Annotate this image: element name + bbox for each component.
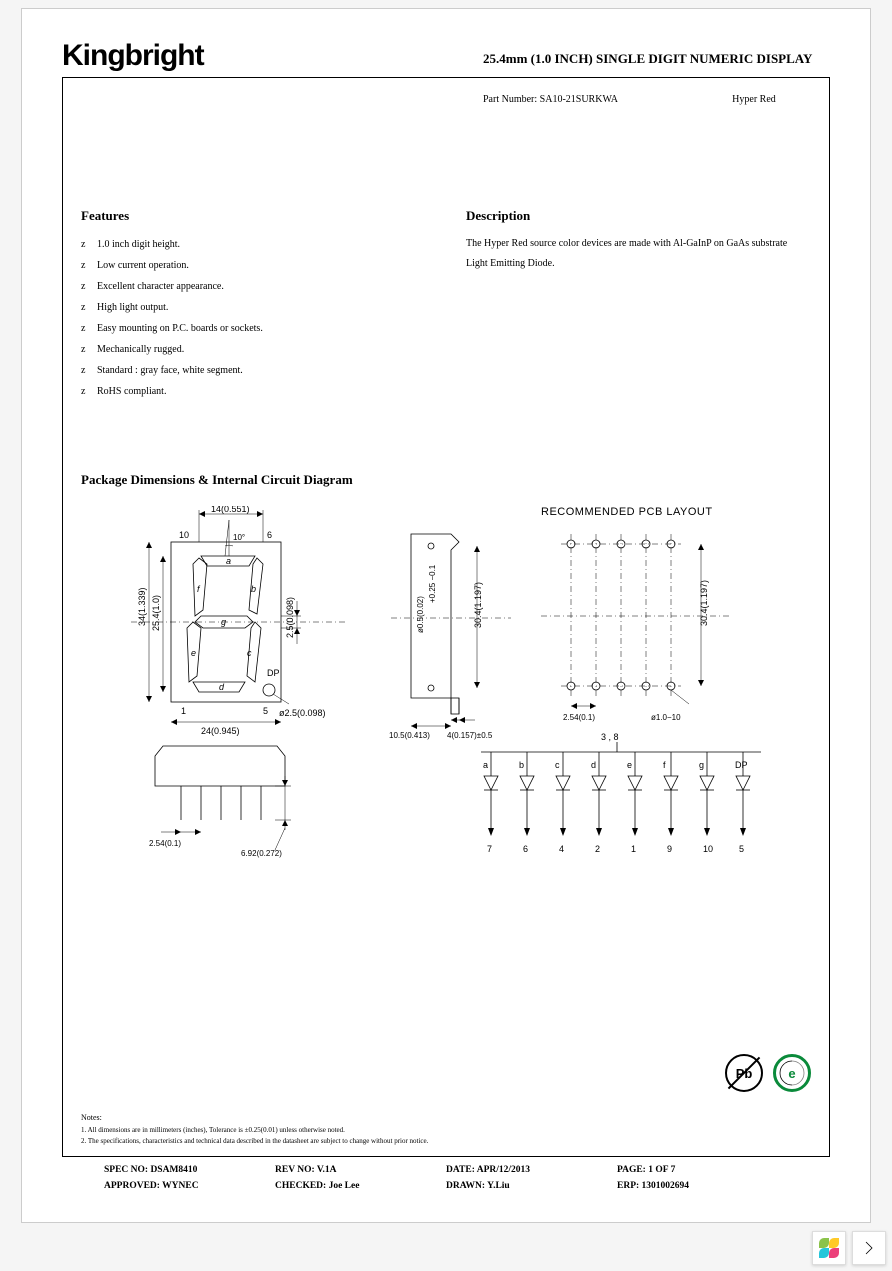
feature-item: RoHS compliant. xyxy=(81,381,426,402)
svg-text:DP: DP xyxy=(267,668,280,678)
svg-text:f: f xyxy=(663,760,666,770)
svg-text:2: 2 xyxy=(595,844,600,854)
part-label: Part Number: xyxy=(483,94,537,105)
svg-text:25.4(1.0): 25.4(1.0) xyxy=(151,595,161,631)
feature-item: Easy mounting on P.C. boards or sockets. xyxy=(81,318,426,339)
spec-footer: SPEC NO: DSAM8410 REV NO: V.1A DATE: APR… xyxy=(62,1165,830,1191)
product-title: 25.4mm (1.0 INCH) SINGLE DIGIT NUMERIC D… xyxy=(483,51,823,68)
part-number: SA10-21SURKWA xyxy=(540,94,730,105)
drawn: DRAWN: Y.Liu xyxy=(446,1181,617,1191)
svg-text:2.5(0.098): 2.5(0.098) xyxy=(285,597,295,638)
svg-text:4: 4 xyxy=(559,844,564,854)
diagram-row-2: 2.54(0.1) 6.92(0.272) 3 , 8 xyxy=(81,728,811,898)
diagram-row: 14(0.551) 10 6 10° xyxy=(81,506,811,746)
feature-item: High light output. xyxy=(81,297,426,318)
svg-text:c: c xyxy=(247,648,252,658)
svg-text:ø0.5(0.02): ø0.5(0.02) xyxy=(416,596,425,633)
features-list: 1.0 inch digit height. Low current opera… xyxy=(81,234,426,402)
next-page-button[interactable] xyxy=(852,1231,886,1265)
svg-text:9: 9 xyxy=(667,844,672,854)
svg-text:+0.25 −0.1: +0.25 −0.1 xyxy=(428,564,437,603)
erp: ERP: 1301002694 xyxy=(617,1181,788,1191)
pcb-layout-diagram: RECOMMENDED PCB LAYOUT xyxy=(541,506,771,741)
rev-no: REV NO: V.1A xyxy=(275,1165,446,1175)
svg-text:2.54(0.1): 2.54(0.1) xyxy=(563,713,595,722)
svg-text:3 , 8: 3 , 8 xyxy=(601,732,619,742)
svg-text:6: 6 xyxy=(267,530,272,540)
svg-text:10°: 10° xyxy=(233,533,245,542)
description-heading: Description xyxy=(466,208,811,224)
package-heading: Package Dimensions & Internal Circuit Di… xyxy=(81,472,811,488)
front-view-diagram: 14(0.551) 10 6 10° xyxy=(111,506,351,751)
end-view-diagram: 2.54(0.1) 6.92(0.272) xyxy=(135,728,305,873)
svg-text:d: d xyxy=(591,760,596,770)
app-logo-icon[interactable] xyxy=(812,1231,846,1265)
feature-item: Low current operation. xyxy=(81,255,426,276)
feature-item: Excellent character appearance. xyxy=(81,276,426,297)
title-block: 25.4mm (1.0 INCH) SINGLE DIGIT NUMERIC D… xyxy=(483,51,823,105)
features-description-row: Features 1.0 inch digit height. Low curr… xyxy=(81,208,811,402)
svg-text:f: f xyxy=(197,584,201,594)
feature-item: 1.0 inch digit height. xyxy=(81,234,426,255)
note-line: 2. The specifications, characteristics a… xyxy=(81,1136,428,1147)
svg-text:e: e xyxy=(627,760,632,770)
svg-text:6.92(0.272): 6.92(0.272) xyxy=(241,849,282,858)
svg-text:7: 7 xyxy=(487,844,492,854)
svg-text:10: 10 xyxy=(703,844,713,854)
svg-text:30.4(1.197): 30.4(1.197) xyxy=(699,580,709,626)
approved: APPROVED: WYNEC xyxy=(104,1181,275,1191)
note-line: 1. All dimensions are in millimeters (in… xyxy=(81,1125,428,1136)
side-view-diagram: ø0.5(0.02) +0.25 −0.1 30.4(1.197) 10.5(0… xyxy=(381,528,521,753)
svg-text:2.54(0.1): 2.54(0.1) xyxy=(149,839,181,848)
description-col: Description The Hyper Red source color d… xyxy=(466,208,811,402)
notes-title: Notes: xyxy=(81,1112,428,1124)
pb-free-icon: Pb xyxy=(725,1054,763,1092)
svg-text:10: 10 xyxy=(179,530,189,540)
e-compliance-icon: e xyxy=(773,1054,811,1092)
svg-text:34(1.339): 34(1.339) xyxy=(137,587,147,626)
feature-item: Mechanically rugged. xyxy=(81,339,426,360)
svg-text:5: 5 xyxy=(739,844,744,854)
date: DATE: APR/12/2013 xyxy=(446,1165,617,1175)
checked: CHECKED: Joe Lee xyxy=(275,1181,446,1191)
svg-text:30.4(1.197): 30.4(1.197) xyxy=(473,582,483,628)
svg-text:ø1.0−10: ø1.0−10 xyxy=(651,713,681,722)
svg-text:g: g xyxy=(699,760,704,770)
svg-text:d: d xyxy=(219,682,225,692)
svg-text:c: c xyxy=(555,760,560,770)
svg-text:6: 6 xyxy=(523,844,528,854)
spec-no: SPEC NO: DSAM8410 xyxy=(104,1165,275,1175)
part-number-line: Part Number: SA10-21SURKWA Hyper Red xyxy=(483,94,823,105)
content-frame: 25.4mm (1.0 INCH) SINGLE DIGIT NUMERIC D… xyxy=(62,77,830,1157)
svg-text:a: a xyxy=(226,556,231,566)
page-no: PAGE: 1 OF 7 xyxy=(617,1165,788,1175)
compliance-badges: Pb e xyxy=(725,1054,811,1092)
datasheet-page: Kingbright 25.4mm (1.0 INCH) SINGLE DIGI… xyxy=(21,8,871,1223)
svg-text:b: b xyxy=(519,760,524,770)
svg-text:a: a xyxy=(483,760,488,770)
features-col: Features 1.0 inch digit height. Low curr… xyxy=(81,208,426,402)
description-text: The Hyper Red source color devices are m… xyxy=(466,234,811,274)
svg-text:e: e xyxy=(191,648,196,658)
svg-text:1: 1 xyxy=(181,706,186,716)
svg-text:b: b xyxy=(251,584,256,594)
circuit-diagram: 3 , 8 a 7 b 6 c 4 d 2 e 1 f 9 g 10 DP 5 xyxy=(461,728,781,883)
feature-item: Standard : gray face, white segment. xyxy=(81,360,426,381)
notes-block: Notes: 1. All dimensions are in millimet… xyxy=(81,1112,428,1146)
part-color: Hyper Red xyxy=(732,94,776,105)
viewer-widget xyxy=(812,1231,886,1265)
svg-text:1: 1 xyxy=(631,844,636,854)
svg-text:5: 5 xyxy=(263,706,268,716)
pcb-title: RECOMMENDED PCB LAYOUT xyxy=(541,506,771,518)
svg-text:DP: DP xyxy=(735,760,748,770)
svg-text:14(0.551): 14(0.551) xyxy=(211,506,250,514)
features-heading: Features xyxy=(81,208,426,224)
svg-text:ø2.5(0.098): ø2.5(0.098) xyxy=(279,708,326,718)
